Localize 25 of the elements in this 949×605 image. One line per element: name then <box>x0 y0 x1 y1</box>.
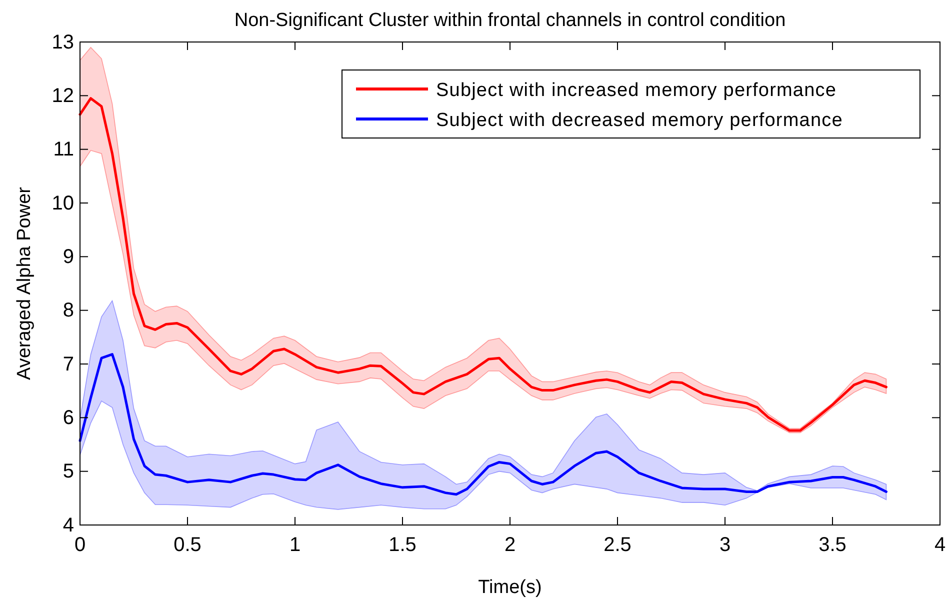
line-series <box>78 353 888 496</box>
y-tick-label: 4 <box>62 514 74 536</box>
x-tick-label: 0.5 <box>174 534 202 556</box>
x-tick-label: 3 <box>719 534 731 556</box>
y-tick-label: 6 <box>62 407 74 430</box>
x-tick-label: 3.5 <box>818 534 846 556</box>
y-tick-label: 13 <box>52 31 74 54</box>
y-tick-label: 8 <box>62 300 74 322</box>
x-tick-label: 1 <box>289 534 301 556</box>
chart-title: Non-Significant Cluster within frontal channels in control condition <box>234 10 786 31</box>
x-tick-label: 1.5 <box>388 534 416 556</box>
legend-label: Subject with increased memory performance <box>436 80 837 101</box>
y-tick-label: 7 <box>62 353 74 376</box>
x-tick-label: 4 <box>934 534 946 556</box>
y-tick-label: 10 <box>52 192 74 214</box>
x-tick-label: 2.5 <box>604 534 632 556</box>
x-tick-label: 0 <box>74 534 86 556</box>
y-tick-label: 5 <box>62 460 74 483</box>
legend-label: Subject with decreased memory performance <box>436 110 843 131</box>
y-tick-label: 12 <box>52 85 74 108</box>
y-tick-label: 9 <box>62 246 74 268</box>
y-axis-title: Averaged Alpha Power <box>14 186 35 380</box>
y-tick-label: 11 <box>53 138 74 161</box>
x-axis-title: Time(s) <box>478 577 542 598</box>
x-tick-label: 2 <box>504 534 516 556</box>
